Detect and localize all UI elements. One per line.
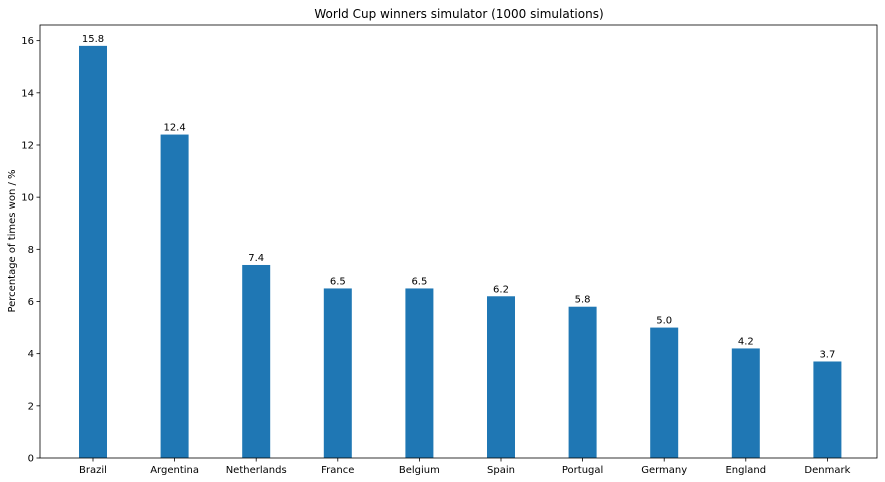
x-tick-label: Brazil [79, 465, 107, 476]
bar-argentina [160, 134, 189, 459]
bar-value-label: 3.7 [819, 349, 835, 360]
bar-value-label: 12.4 [163, 123, 185, 134]
bar-value-label: 15.8 [82, 34, 104, 45]
x-tick-label: France [321, 465, 354, 476]
x-tick-label: Portugal [562, 465, 603, 476]
bar-value-labels: 15.8 12.4 7.4 6.5 6.5 6.2 5.8 5.0 4.2 3.7 [82, 34, 835, 361]
x-tick-label: Denmark [804, 465, 850, 476]
y-axis-label: Percentage of times won / % [7, 169, 18, 312]
y-tick-label: 4 [28, 349, 34, 360]
bar-value-label: 5.8 [575, 295, 591, 306]
bar-brazil [79, 45, 107, 459]
y-axis-ticks: 0 2 4 6 8 10 12 14 16 [21, 36, 40, 465]
bar-value-label: 7.4 [248, 253, 264, 264]
bar-portugal [568, 306, 597, 458]
y-tick-label: 16 [21, 36, 34, 47]
y-tick-label: 2 [28, 401, 34, 412]
plot-frame [39, 24, 878, 459]
x-axis-ticks: Brazil Argentina Netherlands France Belgium S… [79, 458, 851, 476]
bar-value-label: 5.0 [656, 316, 672, 327]
y-tick-label: 14 [21, 88, 34, 99]
bar-denmark [813, 361, 842, 458]
bar-spain [487, 296, 515, 458]
y-tick-label: 12 [21, 140, 34, 151]
x-tick-label: Argentina [150, 465, 199, 476]
bar-france [323, 288, 352, 458]
y-tick-label: 10 [21, 193, 34, 204]
x-tick-label: Netherlands [226, 465, 287, 476]
y-tick-label: 0 [28, 454, 34, 465]
chart-title: World Cup winners simulator (1000 simula… [314, 7, 603, 21]
bar-value-label: 6.5 [330, 276, 346, 287]
bar-germany [650, 327, 679, 458]
x-tick-label: Germany [641, 465, 687, 476]
bar-value-label: 6.2 [493, 284, 509, 295]
bar-series [79, 45, 842, 459]
bar-belgium [405, 288, 434, 458]
x-tick-label: Spain [487, 465, 515, 476]
x-tick-label: Belgium [399, 465, 440, 476]
bar-value-label: 6.5 [411, 276, 427, 287]
y-tick-label: 8 [28, 245, 34, 256]
bar-england [731, 348, 760, 458]
bar-netherlands [242, 264, 271, 458]
y-tick-label: 6 [28, 297, 34, 308]
x-tick-label: England [725, 465, 766, 476]
bar-value-label: 4.2 [738, 336, 754, 347]
